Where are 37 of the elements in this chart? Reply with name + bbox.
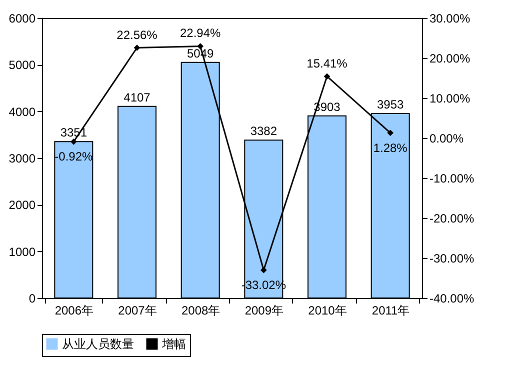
data-label: 3953 (376, 98, 404, 112)
y2-tick-label: -20.00% (430, 212, 475, 226)
point (70, 138, 77, 145)
x-tick-label: 2007年 (118, 304, 157, 318)
legend-label: 增幅 (161, 337, 186, 351)
data-label: 15.41% (306, 56, 348, 70)
y2-tick-label: 30.00% (430, 12, 471, 26)
x-tick-label: 2009年 (244, 304, 284, 318)
point (260, 266, 267, 274)
y-tick-label: 4000 (8, 104, 36, 119)
y2-tick-label: -10.00% (430, 172, 475, 186)
data-label: 1.28% (373, 140, 408, 155)
y-tick-label: 0 (28, 292, 36, 306)
x-tick-label: 2011年 (372, 304, 410, 318)
bar (54, 141, 94, 298)
legend-label: 从业人员数量 (62, 337, 134, 351)
y-tick-label: 5000 (8, 58, 36, 72)
x-tick-label: 2006年 (54, 304, 94, 318)
y-tick-label: 1000 (8, 244, 36, 259)
y2-tick-label: 10.00% (430, 92, 471, 106)
y2-tick-label: -30.00% (430, 252, 475, 266)
y2-tick-label: 20.00% (430, 52, 471, 66)
y2-tick-label: -40.00% (430, 292, 475, 306)
point (134, 44, 140, 51)
y-tick-label: 6000 (8, 12, 36, 26)
x-tick-label: 2008年 (181, 304, 220, 318)
y-tick-label: 3000 (8, 152, 36, 166)
y2-tick-label: 0.00% (430, 132, 464, 146)
data-label: 3382 (250, 124, 278, 138)
bar (118, 106, 156, 298)
y-tick-label: 2000 (8, 198, 36, 212)
x-tick-label: 2010年 (308, 304, 347, 318)
point (324, 73, 330, 80)
point (387, 130, 394, 136)
data-label: 22.56% (116, 28, 158, 42)
data-label: 22.94% (180, 26, 222, 40)
data-label: 4107 (124, 90, 151, 104)
